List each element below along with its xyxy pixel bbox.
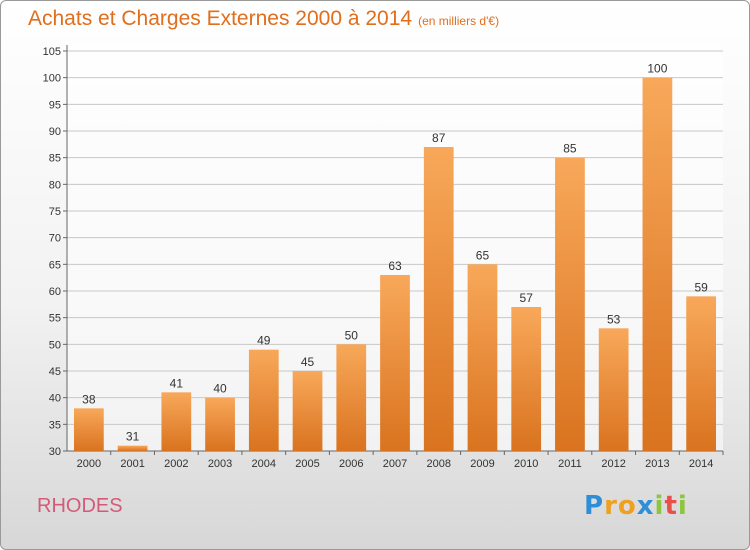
bar-chart: 30 35 40 45 50 55 60 65 70 75 80 85 90 95 100 105 38 2000…: [43, 45, 724, 470]
bar-value-label: 63: [388, 259, 402, 273]
bar-value-label: 85: [563, 142, 577, 156]
bar-value-label: 41: [170, 376, 184, 390]
logo-letter: r: [604, 491, 618, 521]
chart-title: Achats et Charges Externes 2000 à 2014 (e…: [28, 7, 499, 31]
chart-subtitle: (en milliers d'€): [418, 14, 500, 28]
proxiti-logo: Proxiti: [584, 491, 688, 521]
bar: [117, 445, 148, 451]
bar: [205, 397, 235, 451]
logo-letter: o: [617, 491, 637, 521]
bar: [598, 328, 629, 451]
y-tick-label: 35: [49, 419, 61, 431]
y-tick-label: 45: [49, 366, 61, 378]
bar: [555, 157, 585, 451]
bar-value-label: 87: [432, 131, 446, 145]
y-tick-label: 70: [49, 233, 61, 245]
bar: [161, 392, 192, 451]
bar: [642, 77, 673, 452]
bar-value-label: 100: [647, 62, 667, 76]
bar-value-label: 53: [607, 312, 621, 326]
bar-value-label: 38: [82, 392, 96, 406]
x-tick-label: 2008: [426, 458, 450, 470]
y-tick-label: 40: [49, 393, 61, 405]
x-tick-label: 2007: [383, 458, 407, 470]
bar-value-label: 59: [694, 280, 708, 294]
x-tick-label: 2001: [120, 458, 144, 470]
x-tick-label: 2000: [77, 458, 101, 470]
x-tick-label: 2010: [514, 458, 538, 470]
x-tick-label: 2002: [164, 458, 188, 470]
y-tick-label: 75: [49, 206, 61, 218]
y-tick-label: 105: [43, 46, 61, 58]
y-tick-label: 95: [49, 99, 61, 111]
bar-value-label: 50: [345, 328, 359, 342]
x-tick-label: 2009: [470, 458, 494, 470]
bar: [423, 147, 454, 451]
bar: [248, 349, 279, 451]
logo-letter: t: [664, 491, 678, 521]
x-tick-label: 2013: [645, 458, 669, 470]
bar: [292, 371, 323, 451]
logo-letter: i: [654, 491, 665, 521]
y-tick-label: 85: [49, 153, 61, 165]
bar-value-label: 40: [213, 382, 227, 396]
x-tick-label: 2012: [601, 458, 625, 470]
y-tick-label: 90: [49, 126, 61, 138]
bar: [511, 307, 542, 451]
bar: [686, 296, 717, 451]
logo-letter: P: [584, 491, 605, 521]
chart-title-text: Achats et Charges Externes 2000 à 2014: [28, 7, 413, 30]
x-tick-label: 2005: [295, 458, 319, 470]
y-tick-label: 60: [49, 286, 61, 298]
x-tick-label: 2006: [339, 458, 363, 470]
y-tick-label: 50: [49, 339, 61, 351]
bar-value-label: 65: [476, 248, 490, 262]
bar: [467, 264, 498, 451]
x-tick-label: 2011: [558, 458, 582, 470]
place-name: RHODES: [37, 495, 123, 517]
y-tick-label: 65: [49, 259, 61, 271]
x-tick-label: 2014: [689, 458, 713, 470]
bar-value-label: 57: [520, 291, 534, 305]
bar: [336, 344, 367, 451]
bar-value-label: 31: [126, 430, 140, 444]
bar: [73, 408, 104, 451]
x-tick-label: 2004: [252, 458, 276, 470]
bar-value-label: 45: [301, 355, 315, 369]
x-tick-label: 2003: [208, 458, 232, 470]
y-tick-label: 100: [43, 73, 61, 85]
logo-letter: i: [677, 491, 688, 521]
bar-value-label: 49: [257, 334, 271, 348]
bar: [380, 275, 410, 451]
y-tick-label: 80: [49, 179, 61, 191]
y-tick-label: 30: [49, 446, 61, 458]
logo-letter: x: [636, 491, 655, 521]
y-tick-label: 55: [49, 313, 61, 325]
